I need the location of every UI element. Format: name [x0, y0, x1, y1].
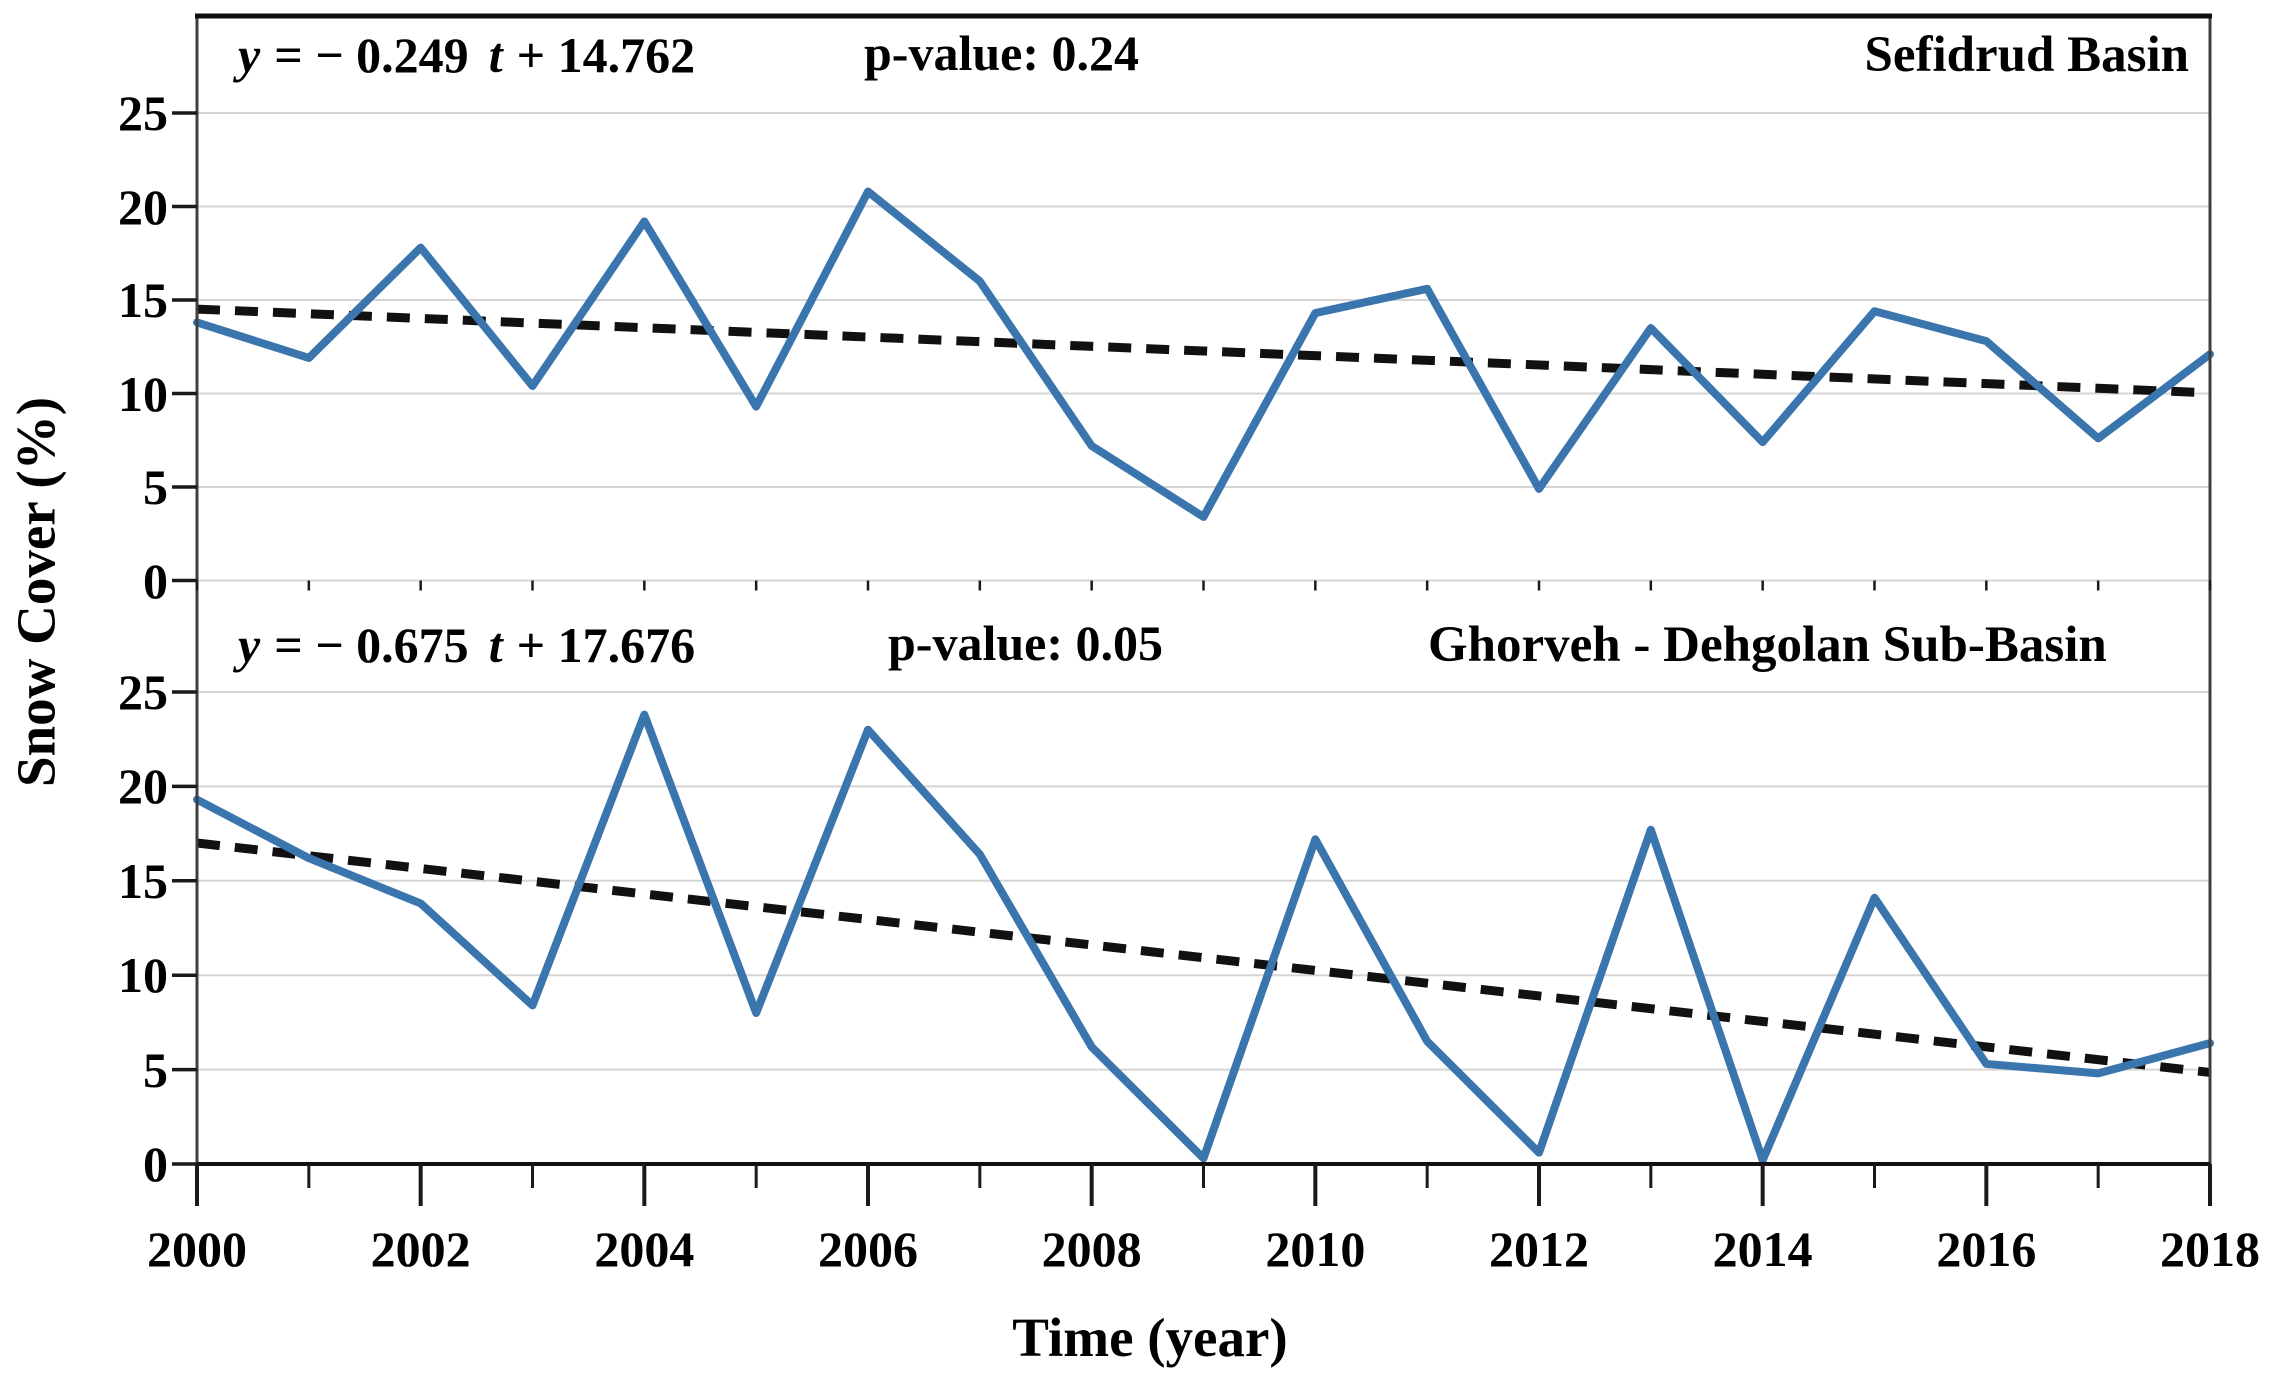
x-tick-label: 2014 [1712, 1221, 1813, 1277]
x-tick-label: 2000 [147, 1221, 247, 1277]
trend-line-sefidrud [196, 304, 2211, 398]
equation-coefficient: = − 0.249 [274, 27, 469, 83]
x-tick-label: 2002 [370, 1221, 471, 1277]
x-tick-label: 2018 [2160, 1221, 2260, 1277]
y-tick-label-top: 0 [143, 552, 168, 609]
x-tick-label: 2012 [1489, 1221, 1589, 1277]
x-tick-label: 2010 [1265, 1221, 1366, 1277]
equation-t-symbol: t [488, 617, 503, 673]
equation-intercept: + 14.762 [516, 27, 696, 83]
equation-intercept: + 17.676 [516, 617, 696, 673]
panel-title-ghorveh: Ghorveh - Dehgolan Sub-Basin [1428, 617, 2107, 673]
x-tick-label: 2004 [594, 1221, 695, 1277]
y-tick-label-bottom: 5 [143, 1041, 168, 1098]
equation-coefficient: = − 0.675 [274, 617, 469, 673]
x-tick-label: 2016 [1936, 1221, 2037, 1277]
x-axis-title: Time (year) [1012, 1307, 1288, 1368]
x-tick-label: 2008 [1041, 1221, 1142, 1277]
y-tick-label-top: 10 [118, 365, 168, 422]
p-value-ghorveh: p-value: 0.05 [888, 615, 1163, 671]
snow-cover-line-sefidrud [193, 187, 2214, 521]
y-axis-title: Snow Cover (%) [5, 396, 67, 788]
p-value-sefidrud: p-value: 0.24 [864, 25, 1139, 81]
y-tick-label-bottom: 25 [118, 664, 168, 720]
panel-title-sefidrud: Sefidrud Basin [1864, 27, 2189, 83]
y-tick-label-bottom: 10 [118, 947, 168, 1004]
y-tick-label-bottom: 20 [118, 758, 168, 815]
trend-line-ghorveh [196, 838, 2211, 1077]
equation-y-symbol: y [238, 617, 261, 673]
y-tick-label-top: 20 [118, 178, 168, 235]
equation-y-symbol: y [238, 27, 261, 83]
snow-cover-line-ghorveh [193, 710, 2214, 1165]
y-tick-label-top: 15 [118, 272, 168, 328]
trend-equation-ghorveh: y = − 0.675 t + 17.676 [238, 616, 695, 674]
y-tick-label-top: 5 [143, 459, 168, 515]
y-tick-label-bottom: 0 [143, 1136, 168, 1192]
y-tick-label-top: 25 [118, 85, 168, 141]
trend-equation-sefidrud: y = − 0.249 t + 14.762 [238, 26, 695, 84]
equation-t-symbol: t [488, 27, 503, 83]
y-tick-label-bottom: 15 [118, 852, 168, 909]
x-tick-label: 2006 [818, 1221, 918, 1277]
